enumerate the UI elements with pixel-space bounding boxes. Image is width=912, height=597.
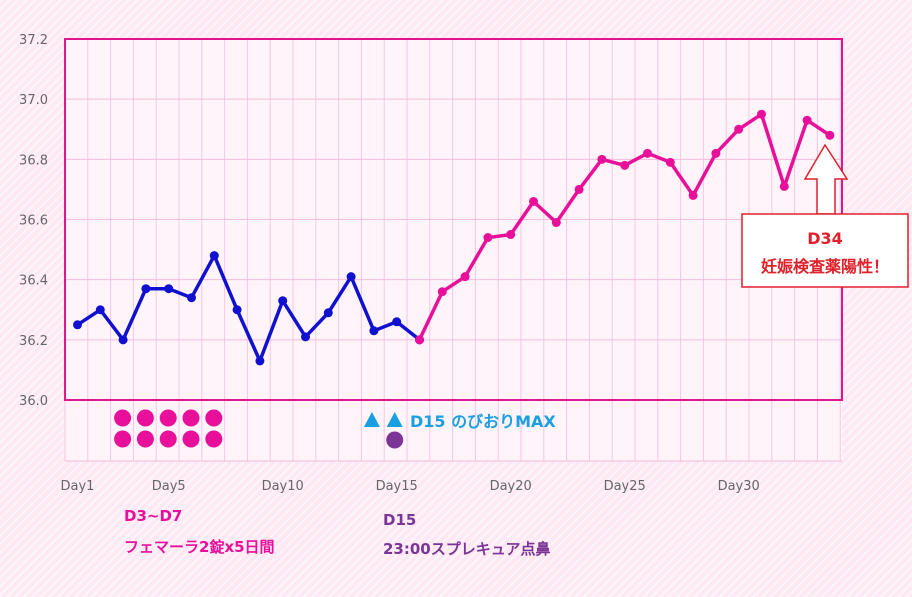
data-point: [187, 293, 196, 303]
x-tick-label: Day5: [152, 479, 186, 494]
data-point: [164, 284, 174, 294]
data-point: [95, 305, 105, 315]
annotation-line1: D34: [807, 229, 843, 248]
data-point: [255, 356, 265, 366]
y-tick-label: 36.0: [19, 394, 48, 409]
data-point: [643, 148, 652, 158]
note-medication-title: D3~D7: [124, 507, 183, 525]
x-tick-label: Day15: [376, 479, 418, 494]
data-point: [369, 326, 379, 336]
data-point: [209, 251, 219, 261]
medication-dot: [114, 409, 132, 427]
x-tick-label: Day1: [61, 479, 95, 494]
ovulation-triangle: [363, 412, 380, 427]
x-axis-ticks: Day1 Day5 Day10 Day15 Day20 Day25 Day30: [61, 479, 760, 494]
note-medication-detail: フェマーラ2錠x5日間: [124, 538, 275, 556]
series-layer: [73, 109, 835, 366]
data-point: [437, 287, 447, 297]
ovulation-markers: D15 のびおりMAX: [363, 412, 556, 449]
y-tick-label: 36.2: [19, 334, 48, 349]
data-point: [301, 332, 310, 342]
x-tick-label: Day30: [718, 479, 760, 494]
x-tick-label: Day25: [604, 479, 646, 494]
spray-dot: [386, 431, 404, 449]
annotation-line2: 妊娠検査薬陽性！: [761, 257, 889, 276]
medication-dot: [182, 430, 200, 448]
y-tick-label: 36.6: [19, 214, 48, 229]
y-tick-label: 36.4: [19, 274, 48, 289]
medication-dots: [114, 409, 223, 448]
note-spray-detail: 23:00スプレキュア点鼻: [383, 540, 551, 558]
annotation-box: [741, 213, 909, 288]
data-point: [665, 157, 675, 167]
data-point: [483, 233, 493, 243]
data-point: [506, 230, 516, 240]
data-point: [232, 305, 242, 315]
data-point: [597, 154, 607, 164]
x-tick-label: Day20: [490, 479, 532, 494]
x-tick-label: Day10: [262, 479, 304, 494]
medication-dot: [205, 409, 223, 427]
medication-dot: [136, 409, 154, 427]
data-point: [460, 272, 470, 282]
data-point: [529, 196, 538, 206]
vertical-grid: [64, 39, 841, 461]
medication-dot: [114, 430, 132, 448]
y-tick-label: 37.0: [19, 93, 48, 108]
data-point: [73, 320, 82, 330]
ovulation-triangle: [386, 412, 403, 427]
y-axis-ticks: 36.0 36.2 36.4 36.6 36.8 37.0 37.2: [19, 33, 48, 409]
data-point: [688, 190, 698, 200]
medication-dot: [159, 430, 177, 448]
data-point: [346, 272, 356, 282]
annotation-callout: D34 妊娠検査薬陽性！: [741, 143, 909, 288]
medication-dot: [205, 430, 223, 448]
data-point: [141, 284, 151, 294]
data-point: [734, 124, 744, 134]
ovulation-label: D15 のびおりMAX: [410, 412, 556, 431]
y-tick-label: 37.2: [19, 33, 48, 48]
data-point: [825, 130, 835, 140]
data-point: [118, 335, 128, 345]
y-tick-label: 36.8: [19, 153, 48, 168]
medication-dot: [182, 409, 200, 427]
note-spray-title: D15: [383, 511, 417, 529]
data-point: [574, 184, 584, 194]
data-point: [757, 109, 766, 119]
data-point: [278, 296, 288, 306]
data-point: [392, 317, 402, 327]
data-point: [779, 181, 789, 191]
data-point: [711, 148, 721, 158]
series-line-1: [76, 253, 421, 363]
data-point: [415, 335, 424, 345]
data-point: [802, 115, 812, 125]
medication-dot: [136, 430, 154, 448]
plot-area: [65, 39, 842, 461]
data-point: [620, 160, 630, 170]
data-point: [323, 308, 333, 318]
data-point: [551, 218, 561, 228]
medication-dot: [159, 409, 177, 427]
